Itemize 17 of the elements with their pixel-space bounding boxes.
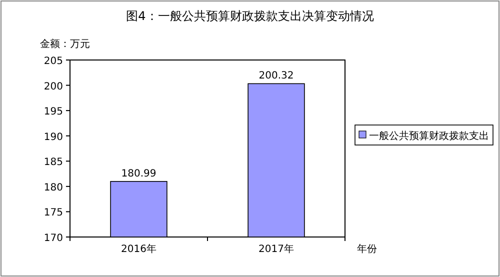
- y-tick-label: 180: [44, 182, 63, 194]
- legend-label: 一般公共预算财政拨款支出: [369, 130, 489, 142]
- y-tick-label: 185: [44, 157, 63, 168]
- x-tick-label: 2017年: [258, 243, 294, 255]
- legend: 一般公共预算财政拨款支出: [354, 124, 494, 146]
- chart-title: 图4：一般公共预算财政拨款支出决算变动情况: [126, 9, 374, 23]
- y-tick-label: 170: [44, 233, 63, 244]
- y-tick-label: 200: [44, 81, 63, 92]
- y-axis-title: 金额：万元: [40, 38, 90, 50]
- y-tick-label: 190: [44, 132, 63, 143]
- data-label: 200.32: [258, 70, 294, 82]
- x-axis-title: 年份: [357, 243, 377, 255]
- y-tick-label: 205: [44, 56, 63, 67]
- data-label: 180.99: [121, 168, 156, 180]
- y-tick-label: 175: [44, 208, 63, 219]
- x-tick-label: 2016年: [121, 243, 156, 255]
- y-tick-label: 195: [44, 106, 63, 118]
